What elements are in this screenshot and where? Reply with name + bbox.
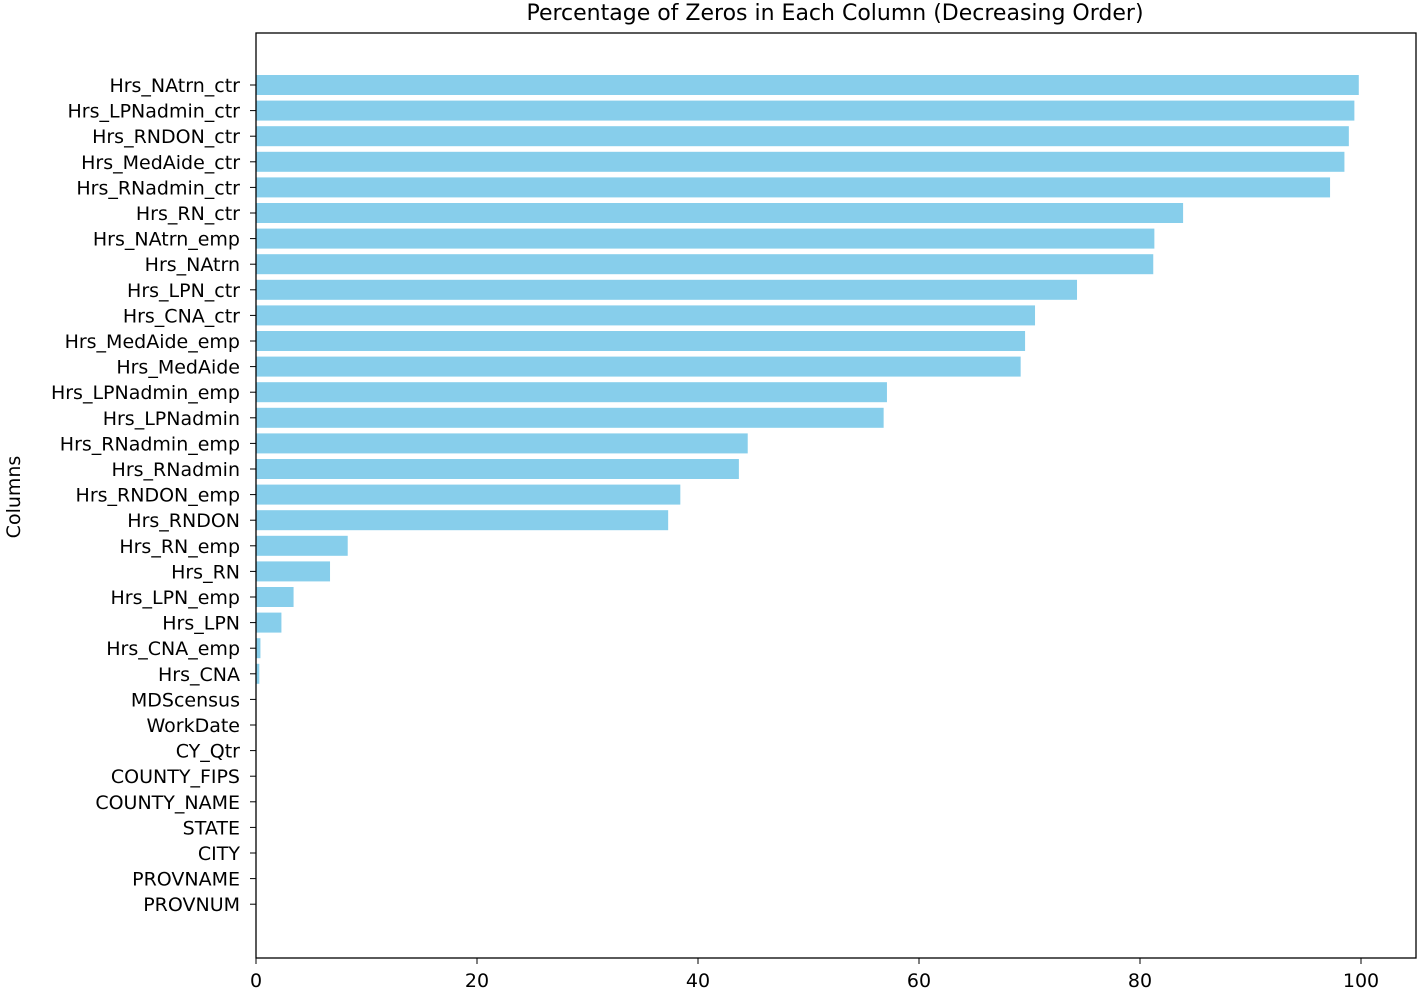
y-ticks-group: Hrs_NAtrn_ctr Hrs_LPNadmin_ctr Hrs_RNDON_c…	[51, 75, 256, 916]
y-tick-label: Hrs_RN_emp	[119, 536, 240, 558]
bar	[256, 305, 1036, 326]
bar	[256, 663, 260, 684]
bar	[256, 407, 884, 428]
bar	[256, 279, 1078, 300]
y-tick-label: Hrs_RN_ctr	[136, 203, 240, 225]
y-tick-label: MDScensus	[131, 689, 240, 711]
y-tick-label: STATE	[183, 817, 240, 839]
bars-group	[256, 75, 1359, 684]
y-tick-label: Hrs_CNA	[158, 664, 240, 686]
bar	[256, 484, 681, 505]
bar	[256, 75, 1359, 95]
bar	[256, 638, 261, 659]
y-tick-label: Hrs_LPN	[162, 613, 240, 635]
bar	[256, 433, 748, 454]
y-tick-label: Hrs_RN	[171, 561, 240, 583]
y-tick-label: Hrs_RNDON_ctr	[92, 126, 240, 148]
chart-title: Percentage of Zeros in Each Column (Decr…	[526, 1, 1143, 26]
y-tick-label: COUNTY_FIPS	[111, 766, 240, 788]
x-ticks-group: 0 20 40 60 80 100	[250, 958, 1379, 992]
bar	[256, 535, 348, 556]
x-tick-label: 40	[686, 970, 710, 992]
y-tick-label: Hrs_NAtrn_ctr	[109, 75, 240, 97]
y-tick-label: Hrs_LPNadmin	[103, 408, 240, 430]
y-tick-label: Hrs_LPN_emp	[110, 587, 240, 609]
bar	[256, 561, 331, 582]
y-tick-label: Hrs_MedAide	[116, 357, 240, 379]
y-tick-label: Hrs_CNA_ctr	[123, 305, 240, 327]
x-tick-label: 80	[1128, 970, 1152, 992]
y-tick-label: Hrs_RNadmin	[112, 459, 240, 481]
y-tick-label: Hrs_LPNadmin_ctr	[68, 101, 241, 123]
bar	[256, 612, 282, 633]
y-tick-label: Hrs_RNDON	[127, 510, 240, 532]
bar	[256, 151, 1345, 172]
y-tick-label: Hrs_LPN_ctr	[127, 280, 240, 302]
x-tick-label: 20	[465, 970, 489, 992]
y-tick-label: Hrs_RNadmin_emp	[60, 433, 240, 455]
y-tick-label: Hrs_CNA_emp	[106, 638, 240, 660]
y-tick-label: PROVNUM	[143, 894, 240, 916]
y-tick-label: PROVNAME	[132, 869, 240, 891]
y-tick-label: COUNTY_NAME	[95, 792, 240, 814]
plot-frame	[255, 32, 1417, 959]
bar	[256, 177, 1331, 198]
y-tick-label: Hrs_RNadmin_ctr	[76, 177, 240, 199]
y-tick-label: Hrs_MedAide_emp	[65, 331, 240, 353]
bar	[256, 510, 669, 531]
bar	[256, 100, 1355, 121]
y-axis-label: Columns	[3, 456, 25, 539]
x-tick-label: 60	[907, 970, 931, 992]
x-tick-label: 0	[250, 970, 262, 992]
bar	[256, 254, 1154, 275]
y-tick-label: Hrs_LPNadmin_emp	[51, 382, 240, 404]
bar	[256, 126, 1349, 147]
bar	[256, 356, 1021, 377]
y-tick-label: Hrs_NAtrn_emp	[93, 229, 240, 251]
bar	[256, 587, 294, 607]
y-tick-label: CITY	[198, 843, 240, 865]
y-tick-label: WorkDate	[146, 715, 240, 737]
bar	[256, 382, 887, 403]
x-tick-label: 100	[1343, 970, 1379, 992]
y-tick-label: Hrs_MedAide_ctr	[81, 152, 240, 174]
y-tick-label: Hrs_NAtrn	[145, 254, 240, 276]
bar	[256, 228, 1155, 249]
bar	[256, 331, 1026, 351]
bar	[256, 203, 1184, 223]
bar	[256, 459, 739, 479]
y-tick-label: Hrs_RNDON_emp	[76, 485, 240, 507]
y-tick-label: CY_Qtr	[176, 741, 240, 763]
